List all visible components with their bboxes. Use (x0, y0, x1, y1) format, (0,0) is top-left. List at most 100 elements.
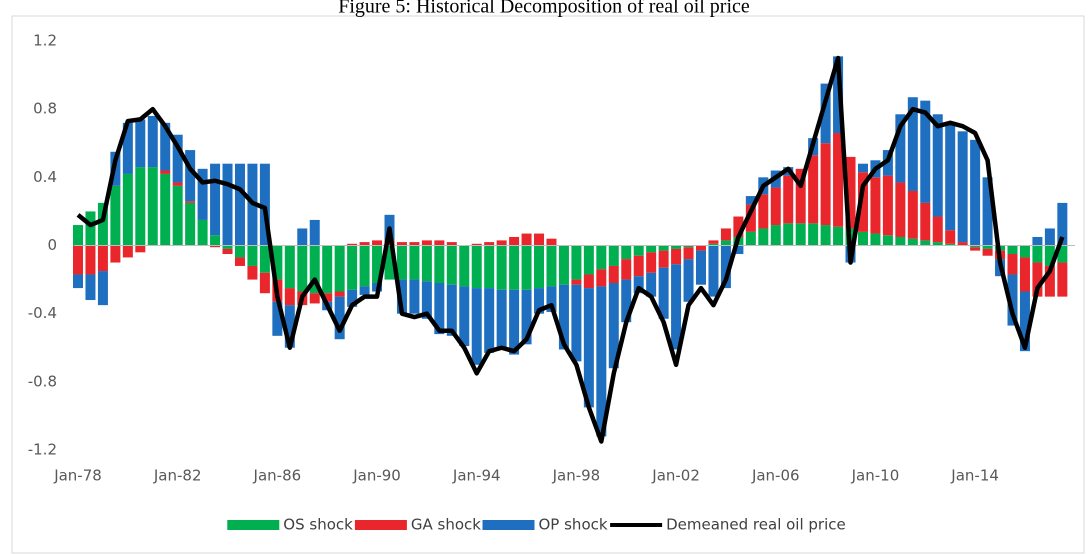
bar (683, 245, 694, 248)
bar (833, 133, 844, 227)
bar (783, 223, 794, 246)
bar (720, 240, 731, 246)
bar (421, 240, 432, 246)
bar (808, 223, 819, 246)
bar (571, 284, 582, 362)
bar (895, 114, 906, 183)
bar (745, 204, 756, 232)
bar (907, 97, 918, 191)
bar (920, 240, 931, 246)
bar (147, 167, 158, 246)
y-tick-label: 0 (47, 236, 57, 254)
bar (185, 201, 196, 203)
bar (1007, 274, 1018, 326)
bar (372, 245, 383, 283)
bar (222, 163, 233, 246)
bar (633, 255, 644, 277)
bar (160, 122, 171, 171)
bar (384, 245, 395, 280)
bar (558, 284, 569, 350)
bar (322, 245, 333, 294)
bar (882, 175, 893, 236)
bar (359, 245, 370, 287)
bar (334, 296, 345, 340)
bar (73, 225, 83, 246)
bar (621, 245, 632, 260)
bar (396, 279, 407, 314)
legend-label: OS shock (283, 516, 353, 534)
bar (608, 245, 619, 266)
bar (970, 247, 981, 251)
bar (160, 170, 171, 174)
legend-label: OP shock (539, 516, 608, 534)
bar (135, 119, 146, 168)
bar (596, 269, 607, 287)
bar (870, 177, 881, 234)
bar (73, 274, 83, 289)
legend-item: OS shock (227, 516, 353, 534)
bar (808, 155, 819, 224)
bar (795, 168, 806, 224)
bar (110, 185, 121, 246)
bar (820, 225, 831, 246)
bar (446, 284, 457, 336)
bar (484, 288, 495, 353)
bar (409, 245, 420, 280)
bar (309, 245, 320, 294)
bar (496, 289, 507, 350)
x-tick-label: Jan-90 (352, 467, 401, 485)
bar (708, 240, 719, 244)
bar (957, 242, 968, 246)
bar (745, 196, 756, 205)
bar (421, 245, 432, 282)
y-tick-label: -0.4 (28, 304, 57, 322)
bar (534, 233, 545, 246)
bar (509, 289, 520, 355)
bar (621, 279, 632, 323)
bar (347, 245, 358, 290)
bar (359, 242, 370, 246)
bar (683, 247, 694, 260)
x-tick-label: Jan-78 (53, 467, 102, 485)
bar (895, 182, 906, 237)
bar (309, 219, 320, 246)
bar (857, 163, 868, 173)
bar (696, 250, 706, 285)
bar (135, 167, 146, 246)
bar (571, 279, 582, 285)
bar (434, 240, 445, 246)
bar (172, 185, 183, 246)
x-tick-label: Jan-94 (452, 467, 501, 485)
bar (234, 257, 245, 266)
y-tick-label: 0.4 (33, 168, 57, 186)
bar (671, 248, 682, 265)
bar (957, 131, 968, 243)
line (76, 55, 1065, 444)
bar (122, 122, 133, 174)
bar (534, 245, 545, 289)
bar (309, 293, 320, 304)
bar (907, 190, 918, 239)
x-tick-label: Jan-82 (153, 467, 202, 485)
bar (932, 114, 943, 217)
bar (409, 279, 420, 314)
bar (247, 245, 258, 266)
bar (833, 226, 844, 246)
bar (1032, 262, 1043, 297)
bar (671, 264, 682, 350)
bar (945, 124, 956, 231)
bar (297, 228, 308, 246)
bar (459, 245, 470, 287)
bar (322, 293, 333, 302)
bar (272, 245, 283, 280)
bar (1057, 262, 1068, 297)
legend-label: GA shock (411, 516, 481, 534)
bar (97, 245, 108, 272)
bar (73, 245, 83, 275)
bar (932, 216, 943, 243)
bar (1044, 265, 1055, 297)
bar (758, 194, 769, 229)
bar (284, 245, 295, 289)
bar (558, 245, 569, 285)
bar (396, 242, 407, 246)
